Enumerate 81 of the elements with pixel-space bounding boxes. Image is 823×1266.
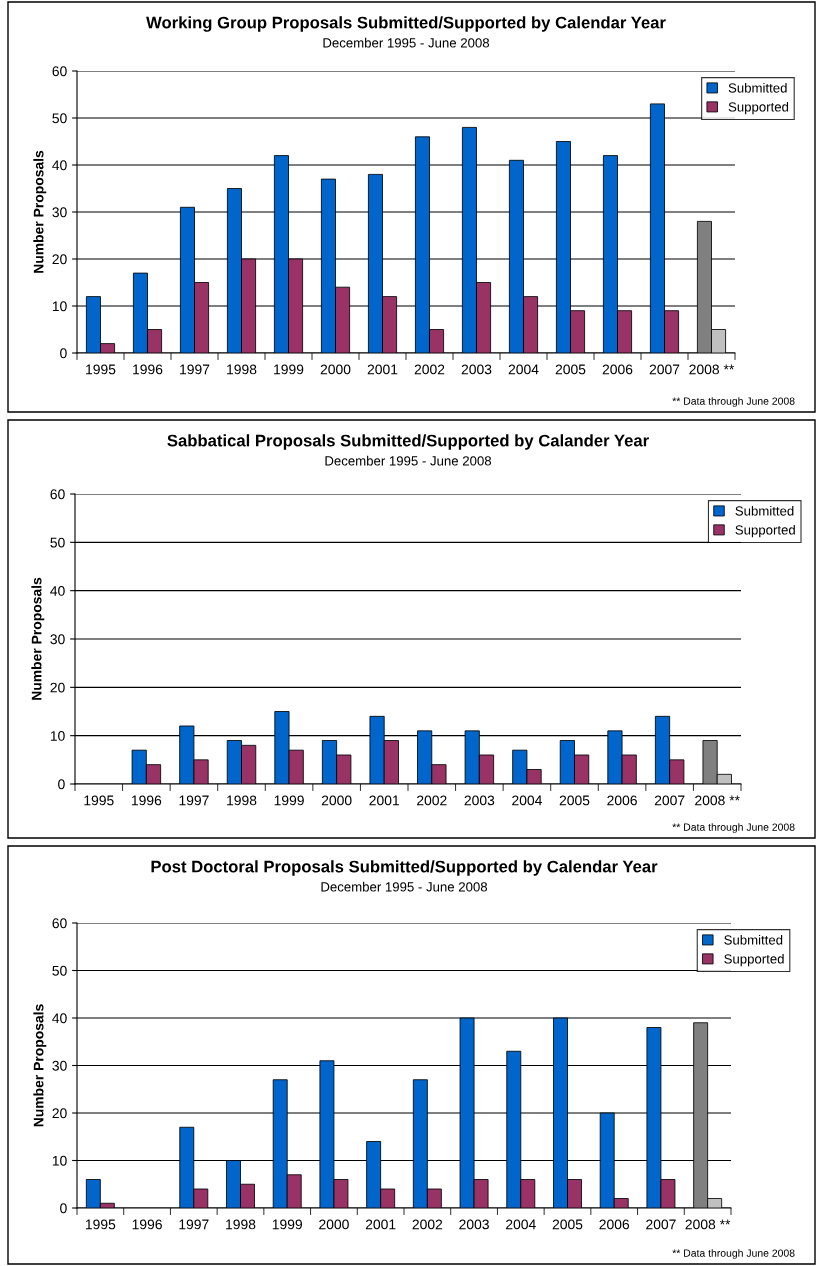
y-tick-label: 40	[52, 1013, 67, 1024]
y-tick-label: 60	[52, 918, 67, 929]
x-tick-label: 2004	[512, 795, 542, 806]
text: ** Data through June 2008	[672, 397, 795, 407]
x-tick-label: 2003	[464, 795, 495, 806]
x-tick-label: 2006	[602, 364, 633, 375]
y-axis-title: Number Proposals	[31, 577, 45, 700]
x-tick-label: 1995	[85, 1219, 116, 1230]
x-tick-label: 2000	[320, 364, 351, 375]
x-tick-label: 2004	[508, 364, 539, 375]
y-axis-title: Number Proposals	[33, 1004, 47, 1127]
legend-label: Submitted	[724, 934, 783, 945]
x-tick-label: 2001	[369, 795, 399, 806]
x-tick-label: 1999	[274, 364, 304, 375]
y-tick-label: 20	[52, 1108, 67, 1119]
x-tick-label: 1996	[131, 795, 162, 806]
y-tick-label: 10	[52, 1155, 67, 1166]
x-tick-label: 2002	[412, 1219, 443, 1230]
x-tick-label: 2000	[321, 795, 352, 806]
chart-title: Working Group Proposals Submitted/Supported by Calendar Year	[146, 16, 666, 32]
y-tick-label: 60	[52, 66, 67, 77]
x-tick-label: 1996	[132, 1219, 162, 1230]
x-tick-label: 1999	[274, 795, 304, 806]
x-tick-label: 1998	[227, 795, 257, 806]
legend-label: Supported	[735, 524, 795, 538]
chart-subtitle: December 1995 - June 2008	[323, 37, 490, 48]
x-tick-label: 2007	[646, 1219, 676, 1230]
x-tick-label: 2007	[654, 795, 685, 806]
x-tick-label: 1998	[226, 1219, 256, 1230]
y-tick-label: 40	[52, 160, 67, 171]
chart-subtitle: December 1995 - June 2008	[321, 881, 488, 892]
x-tick-label: 1995	[86, 364, 116, 375]
x-tick-label: 2003	[459, 1219, 489, 1230]
y-tick-label: 20	[50, 682, 65, 693]
chart-title: Post Doctoral Proposals Submitted/Supported by Calendar Year	[151, 860, 658, 876]
y-tick-label: 40	[50, 586, 65, 596]
y-tick-label: 30	[52, 207, 67, 218]
x-tick-label: 2008 **	[695, 795, 740, 806]
x-tick-label: 1999	[272, 1219, 303, 1230]
y-tick-label: 0	[58, 779, 65, 790]
x-tick-label: 2001	[367, 364, 398, 375]
chart-subtitle: December 1995 - June 2008	[325, 455, 492, 466]
x-tick-label: 2005	[559, 795, 590, 806]
x-tick-label: 2008 **	[685, 1219, 731, 1230]
x-tick-label: 2000	[319, 1219, 349, 1230]
text: ** Data through June 2008	[672, 1249, 795, 1259]
y-tick-label: 0	[60, 1203, 67, 1214]
x-tick-label: 1997	[179, 795, 209, 806]
x-tick-label: 1998	[227, 364, 257, 375]
legend-label: Submitted	[735, 505, 794, 516]
y-axis-title: Number Proposals	[33, 150, 47, 273]
y-tick-label: 30	[50, 634, 65, 645]
legend-label: Supported	[728, 101, 789, 115]
x-tick-label: 1997	[179, 1219, 209, 1230]
legend-label: Supported	[724, 953, 784, 967]
y-tick-label: 10	[50, 731, 65, 741]
x-tick-label: 2002	[417, 795, 447, 806]
y-tick-label: 50	[52, 113, 67, 124]
x-tick-label: 2001	[365, 1219, 396, 1230]
y-tick-label: 10	[52, 301, 67, 312]
y-tick-label: 30	[52, 1060, 67, 1071]
y-tick-label: 20	[52, 254, 67, 265]
x-tick-label: 2003	[461, 364, 492, 375]
y-tick-label: 0	[60, 348, 67, 359]
x-tick-label: 1996	[133, 364, 163, 375]
x-tick-label: 2002	[414, 364, 445, 375]
y-tick-label: 50	[50, 537, 65, 548]
legend-label: Submitted	[728, 82, 787, 93]
x-tick-label: 2008 **	[689, 364, 735, 375]
y-tick-label: 60	[50, 489, 65, 500]
y-tick-label: 50	[52, 965, 67, 976]
chart-title: Sabbatical Proposals Submitted/Supported by Calander Year	[167, 434, 649, 450]
text: ** Data through June 2008	[672, 823, 795, 833]
x-tick-label: 2005	[555, 364, 586, 375]
x-tick-label: 2007	[649, 364, 680, 375]
x-tick-label: 1997	[180, 364, 210, 375]
x-tick-label: 1995	[84, 795, 114, 806]
x-tick-label: 2004	[506, 1219, 536, 1230]
x-tick-label: 2005	[552, 1219, 583, 1230]
x-tick-label: 2006	[599, 1219, 630, 1230]
x-tick-label: 2006	[607, 795, 637, 806]
